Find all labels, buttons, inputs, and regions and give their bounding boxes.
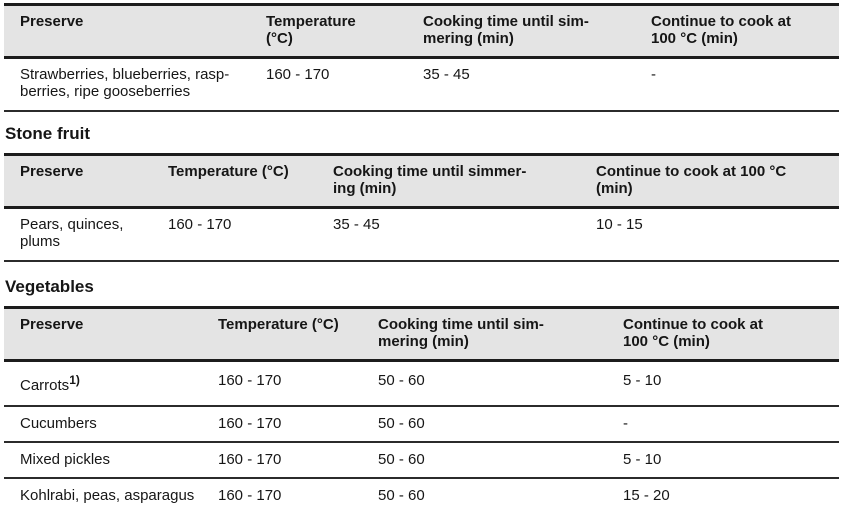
cell-cooking-time: 35 - 45 (423, 66, 470, 83)
footnote-marker: 1) (69, 373, 80, 387)
cell-preserve: Strawberries, blueberries, rasp- berries… (20, 66, 230, 100)
column-header-continue-cook: Continue to cook at 100 °C (min) (623, 316, 763, 350)
cell-temperature: 160 - 170 (218, 415, 282, 432)
cell-temperature: 160 - 170 (218, 451, 282, 468)
table-row: Mixed pickles 160 - 170 50 - 60 5 - 10 (4, 442, 839, 478)
column-header-continue-cook: Continue to cook at 100 °C (min) (596, 163, 787, 197)
cell-temperature: 160 - 170 (266, 66, 330, 83)
stone-fruit-table: Preserve Temperature (°C) Cooking time u… (4, 153, 839, 262)
table-row: Carrots1) 160 - 170 50 - 60 5 - 10 (4, 361, 839, 407)
column-header-temperature: Temperature (°C) (218, 316, 339, 333)
cell-cooking-time: 50 - 60 (378, 451, 425, 468)
berries-table: Preserve Temperature (°C) Cooking time u… (4, 3, 839, 112)
cell-temperature: 160 - 170 (218, 487, 282, 504)
vegetables-table: Preserve Temperature (°C) Cooking time u… (4, 306, 839, 506)
column-header-temperature: Temperature (°C) (168, 163, 289, 180)
column-header-preserve: Preserve (20, 13, 84, 30)
column-header-continue-cook: Continue to cook at 100 °C (min) (651, 13, 791, 47)
table-row: Kohlrabi, peas, asparagus 160 - 170 50 -… (4, 478, 839, 506)
preserve-text: Carrots (20, 377, 70, 394)
table-row: Pears, quinces, plums 160 - 170 35 - 45 … (4, 208, 839, 261)
column-header-cooking-time: Cooking time until sim- mering (min) (423, 13, 589, 47)
cell-continue-cook: - (651, 66, 656, 83)
cell-temperature: 160 - 170 (168, 216, 232, 233)
cell-cooking-time: 50 - 60 (378, 415, 425, 432)
cell-continue-cook: 5 - 10 (623, 372, 662, 389)
section-title-stone-fruit: Stone fruit (5, 124, 90, 143)
column-header-temperature: Temperature (°C) (266, 13, 356, 47)
section-title-vegetables: Vegetables (5, 277, 94, 296)
table-row: Cucumbers 160 - 170 50 - 60 - (4, 406, 839, 442)
cell-continue-cook: 5 - 10 (623, 451, 662, 468)
cell-preserve: Mixed pickles (20, 451, 111, 468)
header-row: Preserve Temperature (°C) Cooking time u… (4, 307, 839, 361)
cell-preserve: Carrots1) (4, 361, 218, 407)
header-row: Preserve Temperature (°C) Cooking time u… (4, 154, 839, 208)
column-header-cooking-time: Cooking time until simmer- ing (min) (333, 163, 527, 197)
cell-preserve: Cucumbers (20, 415, 97, 432)
cell-cooking-time: 50 - 60 (378, 487, 425, 504)
cell-cooking-time: 35 - 45 (333, 216, 380, 233)
cell-temperature: 160 - 170 (218, 372, 282, 389)
column-header-preserve: Preserve (20, 316, 84, 333)
cell-preserve: Kohlrabi, peas, asparagus (20, 487, 195, 504)
header-row: Preserve Temperature (°C) Cooking time u… (4, 4, 839, 58)
cell-continue-cook: 15 - 20 (623, 487, 670, 504)
cell-cooking-time: 50 - 60 (378, 372, 425, 389)
table-row: Strawberries, blueberries, rasp- berries… (4, 58, 839, 111)
cell-continue-cook: 10 - 15 (596, 216, 643, 233)
column-header-preserve: Preserve (20, 163, 84, 180)
column-header-cooking-time: Cooking time until sim- mering (min) (378, 316, 544, 350)
cell-continue-cook: - (623, 415, 628, 432)
cell-preserve: Pears, quinces, plums (20, 216, 124, 250)
